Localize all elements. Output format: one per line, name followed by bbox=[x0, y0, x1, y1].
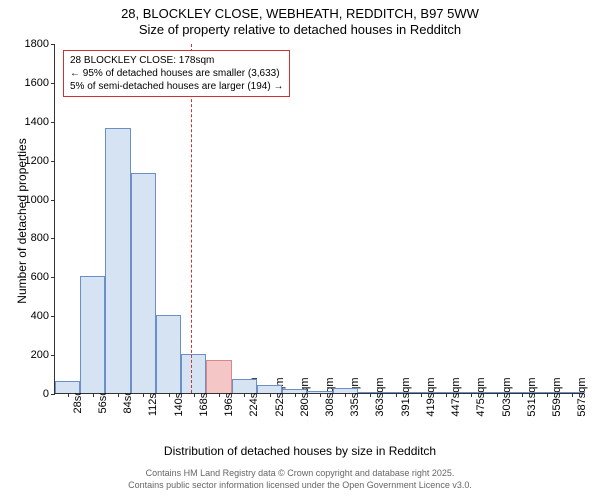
histogram-bar bbox=[535, 392, 560, 393]
x-tick bbox=[522, 393, 523, 397]
chart-title-main: 28, BLOCKLEY CLOSE, WEBHEATH, REDDITCH, … bbox=[0, 6, 600, 21]
x-tick bbox=[572, 393, 573, 397]
y-tick bbox=[51, 122, 55, 123]
histogram-bar bbox=[560, 392, 585, 393]
x-tick-label: 447sqm bbox=[450, 377, 462, 416]
x-tick-label: 587sqm bbox=[576, 377, 588, 416]
histogram-bar bbox=[105, 128, 130, 393]
x-tick-label: 280sqm bbox=[299, 377, 311, 416]
histogram-bar bbox=[131, 173, 156, 393]
chart-title-sub: Size of property relative to detached ho… bbox=[0, 22, 600, 37]
x-tick bbox=[446, 393, 447, 397]
y-tick bbox=[51, 200, 55, 201]
y-tick bbox=[51, 277, 55, 278]
y-tick-label: 1200 bbox=[25, 155, 49, 167]
footer-line-2: Contains public sector information licen… bbox=[0, 480, 600, 490]
x-tick bbox=[118, 393, 119, 397]
x-tick-label: 503sqm bbox=[501, 377, 513, 416]
chart-container: 28, BLOCKLEY CLOSE, WEBHEATH, REDDITCH, … bbox=[0, 0, 600, 500]
y-tick bbox=[51, 394, 55, 395]
histogram-bar bbox=[383, 392, 408, 393]
x-tick bbox=[497, 393, 498, 397]
annotation-line: 5% of semi-detached houses are larger (1… bbox=[70, 80, 283, 93]
histogram-bar-highlight bbox=[206, 360, 231, 393]
x-tick bbox=[471, 393, 472, 397]
annotation-line: ← 95% of detached houses are smaller (3,… bbox=[70, 67, 283, 80]
x-tick bbox=[244, 393, 245, 397]
y-tick bbox=[51, 44, 55, 45]
histogram-bar bbox=[282, 389, 307, 393]
y-tick-label: 800 bbox=[31, 232, 49, 244]
x-tick bbox=[194, 393, 195, 397]
histogram-bar bbox=[408, 392, 433, 393]
annotation-line: 28 BLOCKLEY CLOSE: 178sqm bbox=[70, 54, 283, 67]
x-tick bbox=[345, 393, 346, 397]
y-tick-label: 1000 bbox=[25, 194, 49, 206]
x-tick bbox=[169, 393, 170, 397]
histogram-bar bbox=[181, 354, 206, 393]
x-tick bbox=[320, 393, 321, 397]
x-tick-label: 308sqm bbox=[324, 377, 336, 416]
x-tick bbox=[68, 393, 69, 397]
histogram-bar bbox=[80, 276, 105, 393]
y-tick bbox=[51, 238, 55, 239]
histogram-bar bbox=[358, 392, 383, 393]
histogram-bar bbox=[459, 392, 484, 393]
plot-area: 02004006008001000120014001600180028sqm56… bbox=[54, 44, 584, 394]
x-tick bbox=[295, 393, 296, 397]
y-axis-label: Number of detached properties bbox=[15, 121, 29, 321]
y-tick-label: 600 bbox=[31, 271, 49, 283]
x-tick-label: 559sqm bbox=[551, 377, 563, 416]
y-tick bbox=[51, 83, 55, 84]
y-tick-label: 1400 bbox=[25, 116, 49, 128]
y-tick-label: 1600 bbox=[25, 77, 49, 89]
x-tick-label: 363sqm bbox=[374, 377, 386, 416]
y-tick-label: 1800 bbox=[25, 38, 49, 50]
x-tick bbox=[93, 393, 94, 397]
y-tick bbox=[51, 355, 55, 356]
x-tick bbox=[421, 393, 422, 397]
x-tick-label: 419sqm bbox=[425, 377, 437, 416]
histogram-bar bbox=[307, 391, 332, 393]
y-tick-label: 400 bbox=[31, 310, 49, 322]
x-axis-label: Distribution of detached houses by size … bbox=[0, 444, 600, 458]
footer-line-1: Contains HM Land Registry data © Crown c… bbox=[0, 468, 600, 478]
y-tick-label: 0 bbox=[43, 388, 49, 400]
x-tick bbox=[547, 393, 548, 397]
y-tick bbox=[51, 161, 55, 162]
x-tick bbox=[143, 393, 144, 397]
histogram-bar bbox=[333, 388, 358, 393]
x-tick-label: 252sqm bbox=[274, 377, 286, 416]
histogram-bar bbox=[434, 392, 459, 393]
histogram-bar bbox=[156, 315, 181, 393]
histogram-bar bbox=[55, 381, 80, 393]
histogram-bar bbox=[484, 392, 509, 393]
x-tick-label: 531sqm bbox=[526, 377, 538, 416]
histogram-bar bbox=[257, 385, 282, 393]
annotation-box: 28 BLOCKLEY CLOSE: 178sqm← 95% of detach… bbox=[63, 50, 290, 97]
x-tick bbox=[219, 393, 220, 397]
x-tick-label: 335sqm bbox=[349, 377, 361, 416]
y-tick-label: 200 bbox=[31, 349, 49, 361]
x-tick bbox=[370, 393, 371, 397]
y-tick bbox=[51, 316, 55, 317]
x-tick bbox=[396, 393, 397, 397]
x-tick-label: 391sqm bbox=[400, 377, 412, 416]
histogram-bar bbox=[509, 392, 534, 393]
x-tick bbox=[270, 393, 271, 397]
x-tick-label: 475sqm bbox=[475, 377, 487, 416]
histogram-bar bbox=[232, 379, 257, 393]
